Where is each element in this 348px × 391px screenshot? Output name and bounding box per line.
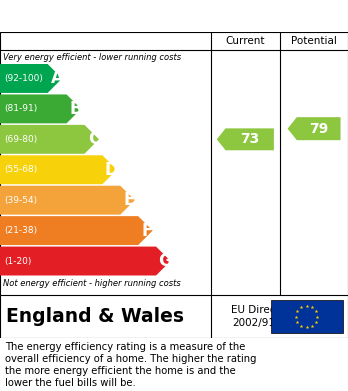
Text: Very energy efficient - lower running costs: Very energy efficient - lower running co… xyxy=(3,53,181,62)
Text: (69-80): (69-80) xyxy=(4,135,37,144)
Text: Energy Efficiency Rating: Energy Efficiency Rating xyxy=(10,7,239,25)
Bar xyxy=(271,300,342,333)
Text: A: A xyxy=(50,70,63,88)
Text: F: F xyxy=(142,222,153,240)
Text: 2002/91/EC: 2002/91/EC xyxy=(232,318,293,328)
Text: B: B xyxy=(70,100,82,118)
Text: EU Directive: EU Directive xyxy=(231,305,295,315)
Text: (39-54): (39-54) xyxy=(4,196,37,204)
Text: (55-68): (55-68) xyxy=(4,165,37,174)
Text: G: G xyxy=(159,252,172,270)
Text: D: D xyxy=(105,161,119,179)
Polygon shape xyxy=(0,125,99,154)
Text: lower the fuel bills will be.: lower the fuel bills will be. xyxy=(5,378,136,388)
Text: Not energy efficient - higher running costs: Not energy efficient - higher running co… xyxy=(3,280,181,289)
Text: overall efficiency of a home. The higher the rating: overall efficiency of a home. The higher… xyxy=(5,354,256,364)
Text: The energy efficiency rating is a measure of the: The energy efficiency rating is a measur… xyxy=(5,343,245,352)
Text: the more energy efficient the home is and the: the more energy efficient the home is an… xyxy=(5,366,236,376)
Polygon shape xyxy=(287,117,341,140)
Polygon shape xyxy=(217,128,274,150)
Polygon shape xyxy=(0,155,117,184)
Text: 73: 73 xyxy=(240,132,260,146)
Polygon shape xyxy=(0,95,81,123)
Text: (81-91): (81-91) xyxy=(4,104,37,113)
Text: 79: 79 xyxy=(309,122,328,136)
Text: (1-20): (1-20) xyxy=(4,256,31,265)
Text: (92-100): (92-100) xyxy=(4,74,43,83)
Text: Potential: Potential xyxy=(291,36,337,46)
Polygon shape xyxy=(0,64,62,93)
Text: C: C xyxy=(88,130,100,148)
Text: (21-38): (21-38) xyxy=(4,226,37,235)
Polygon shape xyxy=(0,186,135,215)
Polygon shape xyxy=(0,216,153,245)
Text: E: E xyxy=(124,191,135,209)
Polygon shape xyxy=(0,247,171,276)
Text: Current: Current xyxy=(226,36,265,46)
Text: England & Wales: England & Wales xyxy=(6,307,184,326)
